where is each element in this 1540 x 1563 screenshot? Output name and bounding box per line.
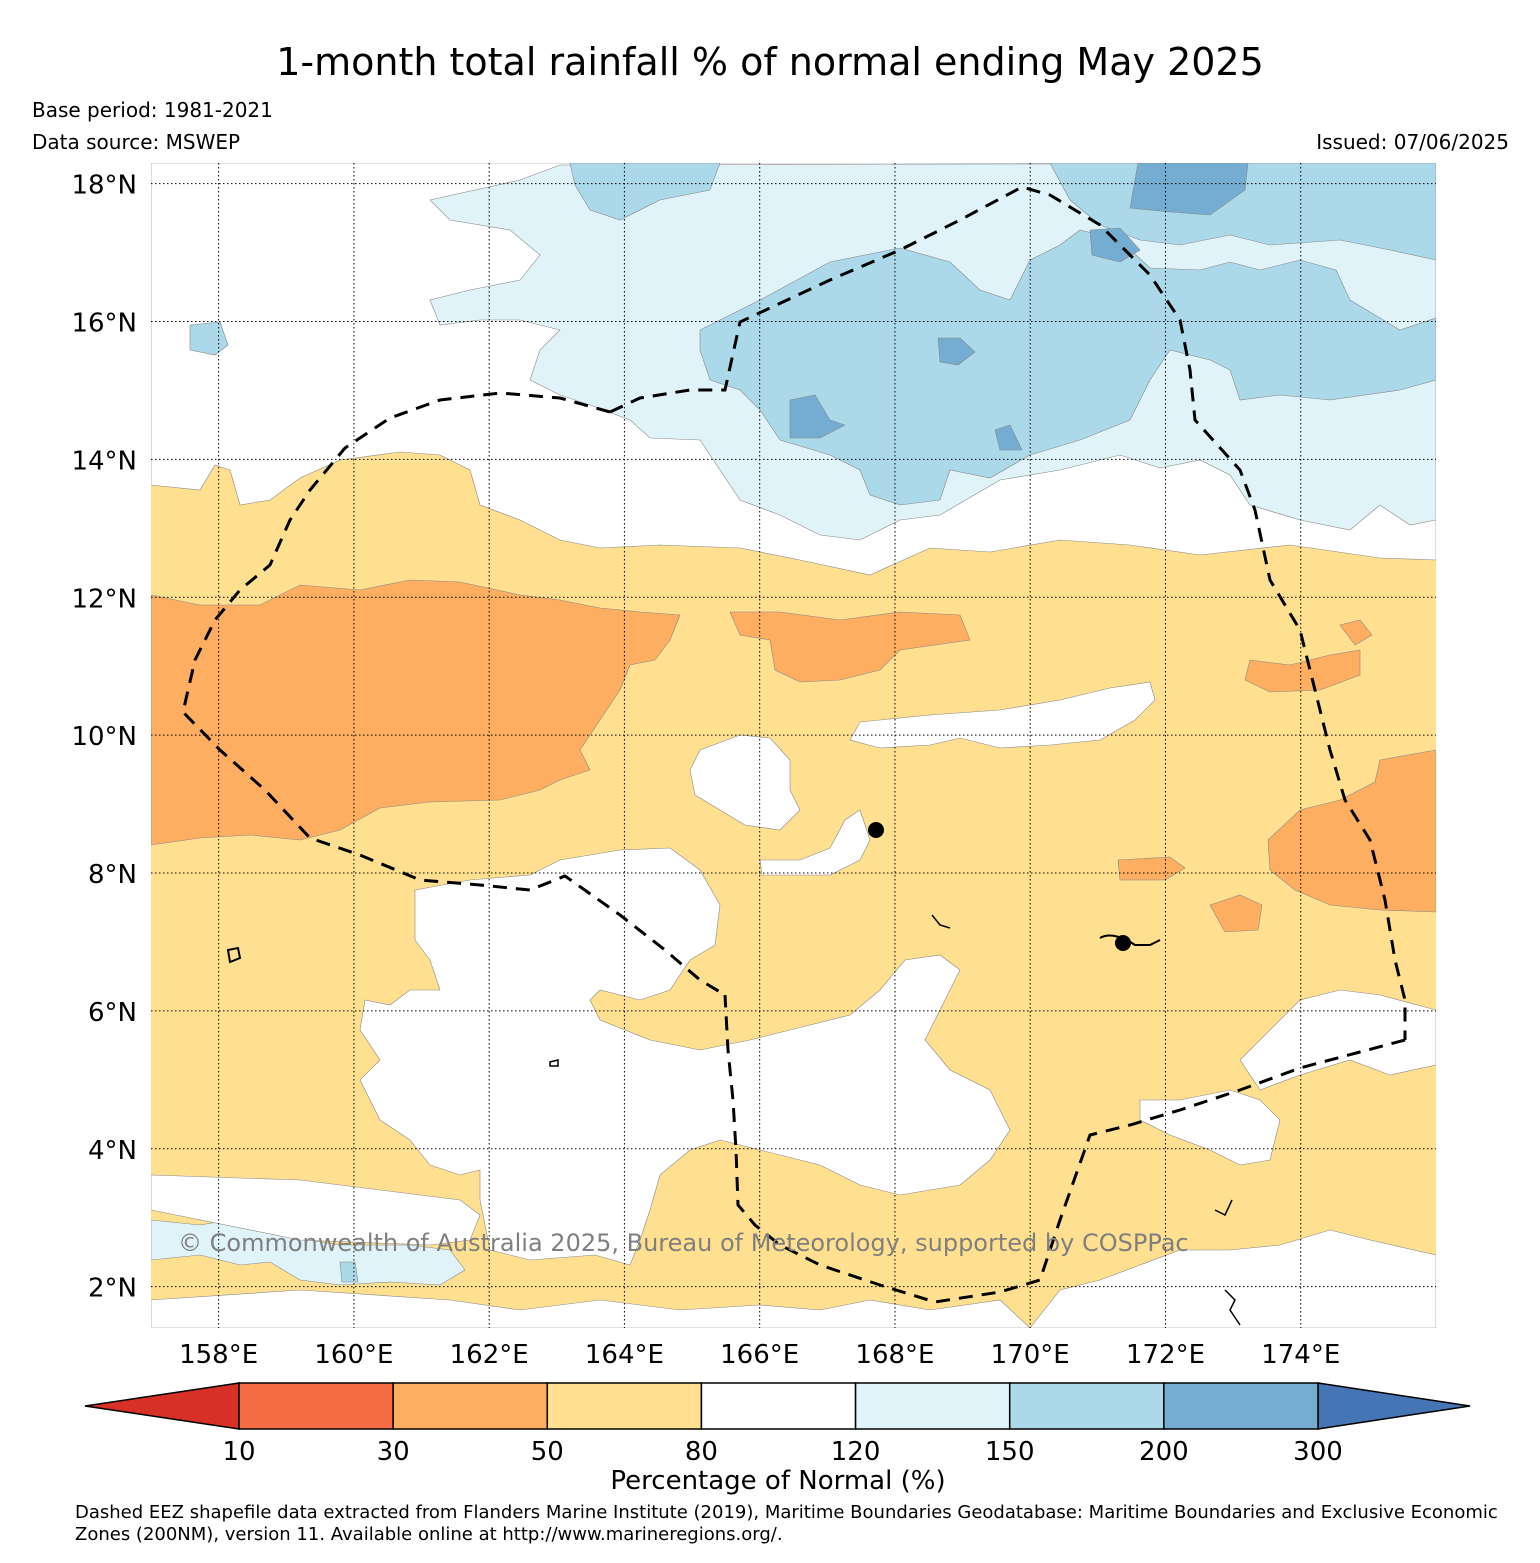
field-30-50-center xyxy=(729,611,971,683)
field-80-120-sbottom xyxy=(1029,1229,1436,1328)
latitude-tick-label: 2°N xyxy=(88,1274,137,1304)
atoll-outline xyxy=(549,1059,559,1067)
field-200-300-n5 xyxy=(994,424,1023,451)
colorbar-segment xyxy=(546,1382,703,1430)
field-80-120-se2 xyxy=(1139,1089,1281,1166)
colorbar-segment xyxy=(1163,1382,1319,1430)
field-80-120-mid3 xyxy=(759,809,871,876)
latitude-tick-label: 12°N xyxy=(71,584,137,614)
atoll-outline xyxy=(1224,1289,1241,1326)
field-80-120-mid1 xyxy=(849,681,1156,749)
latitude-tick-label: 14°N xyxy=(71,446,137,476)
base-period-label: Base period: 1981-2021 xyxy=(32,98,273,122)
footnote: Dashed EEZ shapefile data extracted from… xyxy=(75,1502,1498,1545)
longitude-tick-label: 162°E xyxy=(450,1340,529,1370)
atoll-outline xyxy=(931,914,951,929)
latitude-tick-label: 4°N xyxy=(88,1136,137,1166)
latitude-tick-label: 16°N xyxy=(71,309,137,339)
field-80-120-south xyxy=(359,847,1011,1266)
field-80-120-south2 xyxy=(151,1174,481,1246)
latitude-tick-label: 10°N xyxy=(71,722,137,752)
field-30-50-west xyxy=(151,579,681,846)
rainfall-field xyxy=(151,163,1436,1328)
colorbar-tick-label: 200 xyxy=(1139,1437,1189,1467)
colorbar-tick-label: 120 xyxy=(831,1437,881,1467)
longitude-tick-label: 172°E xyxy=(1126,1340,1205,1370)
latitude-labels: 2°N 4°N 6°N 8°N 10°N 12°N 14°N 16°N 18°N xyxy=(71,171,137,1304)
copyright-text: © Commonwealth of Australia 2025, Bureau… xyxy=(178,1229,1189,1257)
eez-boundaries xyxy=(181,185,1407,1304)
atoll-outline xyxy=(1099,934,1161,946)
longitude-labels: 158°E 160°E 162°E 164°E 166°E 168°E 170°E 172°E… xyxy=(179,1340,1340,1370)
atoll-outline xyxy=(226,946,242,964)
field-30-50-east5 xyxy=(1209,894,1263,933)
colorbar-segment xyxy=(854,1382,1011,1430)
field-80-120-mid2 xyxy=(689,734,801,831)
latitude-tick-label: 18°N xyxy=(71,171,137,201)
issued-date-label: Issued: 07/06/2025 xyxy=(1316,130,1509,154)
longitude-tick-label: 170°E xyxy=(991,1340,1070,1370)
island-marker xyxy=(1115,935,1131,951)
atoll-outline xyxy=(1214,1199,1233,1217)
colorbar-segment xyxy=(1008,1382,1165,1430)
longitude-tick-label: 158°E xyxy=(179,1340,258,1370)
field-200-300-n3 xyxy=(789,394,846,439)
page-title: 1-month total rainfall % of normal endin… xyxy=(276,40,1264,84)
field-30-50-east1 xyxy=(1244,649,1361,693)
colorbar-tick-label: 80 xyxy=(685,1437,718,1467)
longitude-tick-label: 166°E xyxy=(720,1340,799,1370)
longitude-tick-label: 164°E xyxy=(585,1340,664,1370)
longitude-tick-label: 160°E xyxy=(314,1340,393,1370)
field-150-200-north xyxy=(699,229,1436,506)
colorbar-segment xyxy=(238,1382,394,1430)
colorbar-tick-label: 300 xyxy=(1293,1437,1343,1467)
field-80-120-se xyxy=(1239,989,1436,1091)
field-30-50-east4 xyxy=(1117,856,1186,881)
field-150-200-w xyxy=(189,321,229,356)
field-30-50-east3 xyxy=(1267,749,1436,913)
island-marker xyxy=(868,822,884,838)
colorbar-segment xyxy=(700,1382,857,1430)
field-150-200-nw xyxy=(569,163,721,221)
field-30-50-east2 xyxy=(1339,619,1373,646)
colorbar-segment xyxy=(392,1382,549,1430)
colorbar: 10 30 50 80 120 150 200 300 xyxy=(84,1382,1471,1467)
eez-boundary-west xyxy=(181,391,726,997)
colorbar-title: Percentage of Normal (%) xyxy=(610,1466,945,1496)
longitude-tick-label: 168°E xyxy=(855,1340,934,1370)
field-150-200-sw xyxy=(339,1261,359,1283)
field-200-300-n4 xyxy=(937,337,976,366)
longitude-tick-label: 174°E xyxy=(1261,1340,1340,1370)
eez-boundary-east xyxy=(723,994,1406,1304)
field-80-120-bottom xyxy=(151,1289,1031,1328)
eez-boundary-north xyxy=(609,185,1407,1040)
colorbar-tick-label: 30 xyxy=(377,1437,410,1467)
colorbar-extend-low xyxy=(84,1382,240,1430)
colorbar-tick-label: 50 xyxy=(531,1437,564,1467)
colorbar-tick-label: 150 xyxy=(985,1437,1035,1467)
colorbar-extend-high xyxy=(1317,1382,1471,1430)
colorbar-tick-label: 10 xyxy=(222,1437,255,1467)
islands xyxy=(226,822,1241,1326)
latitude-tick-label: 6°N xyxy=(88,998,137,1028)
field-200-300-north xyxy=(1129,163,1249,216)
latitude-tick-label: 8°N xyxy=(88,860,137,890)
data-source-label: Data source: MSWEP xyxy=(32,130,241,154)
